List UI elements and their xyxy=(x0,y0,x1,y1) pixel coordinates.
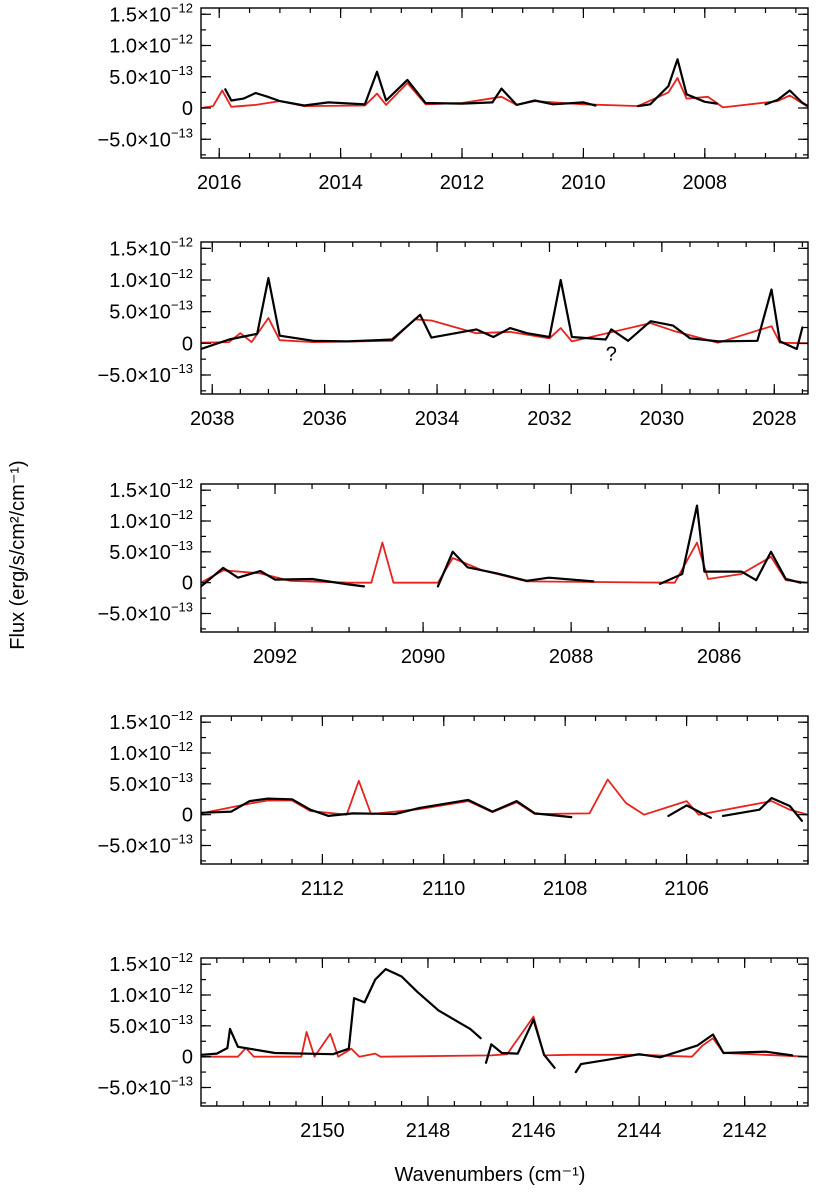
x-tick-label: 2014 xyxy=(318,172,363,194)
x-axis-label: Wavenumbers (cm⁻¹) xyxy=(395,1164,586,1186)
x-tick-label: 2106 xyxy=(664,878,709,900)
observed-trace-segment xyxy=(764,89,808,108)
model-trace-segment xyxy=(201,77,808,109)
x-tick-label: 2142 xyxy=(722,1120,767,1142)
model-trace-segment xyxy=(201,541,808,584)
y-tick-label: 5.0×10−13 xyxy=(109,1012,193,1038)
y-tick-label: 0 xyxy=(182,805,193,827)
panel-2: 1.5×10−12 1.0×10−12 5.0×10−13 0 −5.0×10−13 20… xyxy=(98,234,809,430)
x-tick-label: 2036 xyxy=(302,408,347,430)
observed-trace-segment xyxy=(201,797,573,819)
y-tick-label: 0 xyxy=(182,98,193,120)
observed-trace-segment xyxy=(201,277,804,351)
y-tick-label: 1.5×10−12 xyxy=(109,476,193,502)
y-tick-label: −5.0×10−13 xyxy=(98,600,193,626)
y-tick-label: 1.5×10−12 xyxy=(109,950,193,976)
y-tick-label: 1.5×10−12 xyxy=(109,234,193,260)
panel-5: 1.5×10−12 1.0×10−12 5.0×10−13 0 −5.0×10−13 21… xyxy=(98,950,809,1142)
x-tick-label: 2086 xyxy=(697,646,742,668)
x-tick-label: 2034 xyxy=(415,408,460,430)
x-tick-label: 2012 xyxy=(440,172,485,194)
x-tick-label: 2108 xyxy=(543,878,588,900)
y-tick-label: 1.5×10−12 xyxy=(109,0,193,26)
x-tick-label: 2008 xyxy=(683,172,728,194)
traces xyxy=(201,277,808,351)
x-tick-label: 2144 xyxy=(617,1120,662,1142)
y-tick-label: 0 xyxy=(182,573,193,595)
observed-trace-segment xyxy=(224,70,597,107)
panel-4: 1.5×10−12 1.0×10−12 5.0×10−13 0 −5.0×10−13 21… xyxy=(98,708,809,900)
x-tick-label: 2092 xyxy=(253,646,298,668)
plot-frame xyxy=(200,957,809,1107)
y-tick-label: 5.0×10−13 xyxy=(109,538,193,564)
panel-3: 1.5×10−12 1.0×10−12 5.0×10−13 0 −5.0×10−13 20… xyxy=(98,476,809,668)
annotation-label: ? xyxy=(606,343,617,365)
x-tick-label: 2148 xyxy=(406,1120,451,1142)
model-trace-segment xyxy=(201,778,808,816)
x-tick-label: 2010 xyxy=(561,172,606,194)
y-tick-label: 0 xyxy=(182,333,193,355)
plot-frame xyxy=(200,7,809,159)
y-tick-label: −5.0×10−13 xyxy=(98,125,193,151)
y-tick-label: 1.0×10−12 xyxy=(109,32,193,58)
x-tick-label: 2028 xyxy=(752,408,797,430)
observed-trace-segment xyxy=(667,804,712,819)
y-tick-label: 5.0×10−13 xyxy=(109,298,193,324)
x-tick-label: 2088 xyxy=(549,646,594,668)
panel-1: 1.5×10−121.0×10−125.0×10−130−5.0×10−1320… xyxy=(98,0,809,194)
y-tick-label: −5.0×10−13 xyxy=(98,1074,193,1100)
y-tick-label: 0 xyxy=(182,1047,193,1069)
plot-frame xyxy=(200,241,809,395)
traces xyxy=(201,504,808,588)
y-tick-label: 1.0×10−12 xyxy=(109,266,193,292)
x-tick-label: 2032 xyxy=(527,408,572,430)
observed-trace-segment xyxy=(201,566,365,588)
x-tick-label: 2038 xyxy=(190,408,235,430)
x-tick-label: 2030 xyxy=(640,408,685,430)
traces xyxy=(201,778,808,822)
model-trace-segment xyxy=(201,1015,808,1058)
observed-trace-segment xyxy=(636,58,718,108)
x-tick-label: 2110 xyxy=(422,878,465,900)
y-tick-label: 5.0×10−13 xyxy=(109,770,193,796)
x-tick-label: 2146 xyxy=(511,1120,556,1142)
panels-group: 1.5×10−121.0×10−125.0×10−130−5.0×10−1320… xyxy=(98,0,809,1142)
traces xyxy=(201,58,808,109)
observed-trace-segment xyxy=(658,504,802,585)
x-tick-label: 2112 xyxy=(301,878,344,900)
observed-trace-segment xyxy=(201,968,482,1056)
observed-trace-segment xyxy=(484,1018,556,1069)
observed-trace-segment xyxy=(574,1033,794,1074)
x-tick-label: 2150 xyxy=(300,1120,345,1142)
y-tick-label: 1.0×10−12 xyxy=(109,981,193,1007)
y-tick-label: 1.5×10−12 xyxy=(109,708,193,734)
y-tick-label: −5.0×10−13 xyxy=(98,361,193,387)
observed-trace-segment xyxy=(436,550,595,588)
y-tick-label: 1.0×10−12 xyxy=(109,507,193,533)
y-tick-label: −5.0×10−13 xyxy=(98,832,193,858)
traces xyxy=(201,968,808,1074)
x-tick-label: 2090 xyxy=(401,646,446,668)
y-tick-label: 1.0×10−12 xyxy=(109,739,193,765)
x-tick-label: 2016 xyxy=(197,172,242,194)
y-axis-label: Flux (erg/s/cm²/cm⁻¹) xyxy=(7,460,29,649)
observed-trace-segment xyxy=(721,796,803,822)
plot-frame xyxy=(200,715,809,865)
y-tick-label: 5.0×10−13 xyxy=(109,63,193,89)
plot-frame xyxy=(200,483,809,633)
